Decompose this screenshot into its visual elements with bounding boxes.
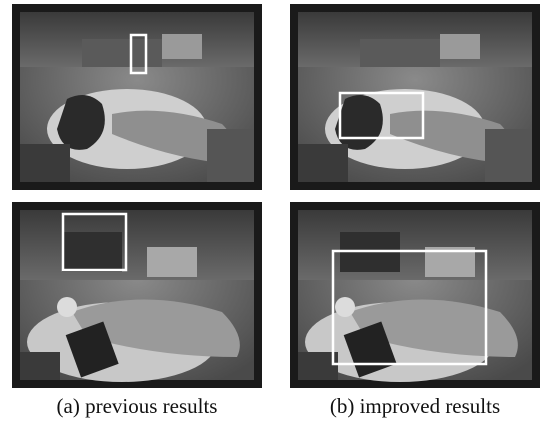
caption: (b) improved results	[330, 394, 500, 418]
figure: (a) previous results (b) improved result…	[0, 0, 548, 425]
photo-top-left	[12, 4, 262, 190]
photo-top-right	[290, 4, 540, 190]
photo-bottom-left	[12, 202, 262, 388]
caption: (a) previous results	[57, 394, 218, 418]
photo-bottom-right	[290, 202, 540, 388]
